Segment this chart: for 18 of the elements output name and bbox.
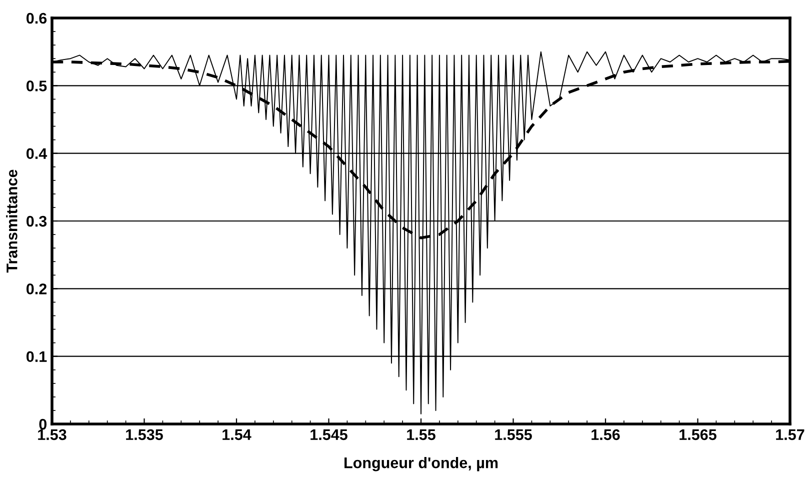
x-axis-title: Longueur d'onde, µm [344, 456, 498, 472]
x-tick-label: 1.565 [680, 429, 716, 440]
y-tick-label: 0.5 [26, 80, 47, 92]
y-tick-label: 0.1 [26, 351, 47, 362]
x-tick-label: 1.53 [38, 429, 66, 440]
x-tick-label: 1.555 [495, 429, 532, 440]
y-tick-label: 0 [39, 418, 47, 430]
x-tick-label: 1.56 [592, 429, 620, 440]
y-tick-label: 0.3 [26, 216, 47, 227]
x-tick-label: 1.545 [310, 429, 348, 440]
x-tick-label: 1.57 [776, 429, 804, 440]
x-tick-label: 1.535 [126, 429, 163, 440]
y-tick-label: 0.4 [26, 148, 48, 160]
y-tick-label: 0.2 [26, 284, 47, 294]
y-tick-label: 0.6 [26, 12, 47, 24]
x-tick-label: 1.55 [407, 429, 436, 440]
x-tick-label: 1.54 [222, 429, 252, 440]
y-axis-title: Transmittance [6, 170, 18, 273]
